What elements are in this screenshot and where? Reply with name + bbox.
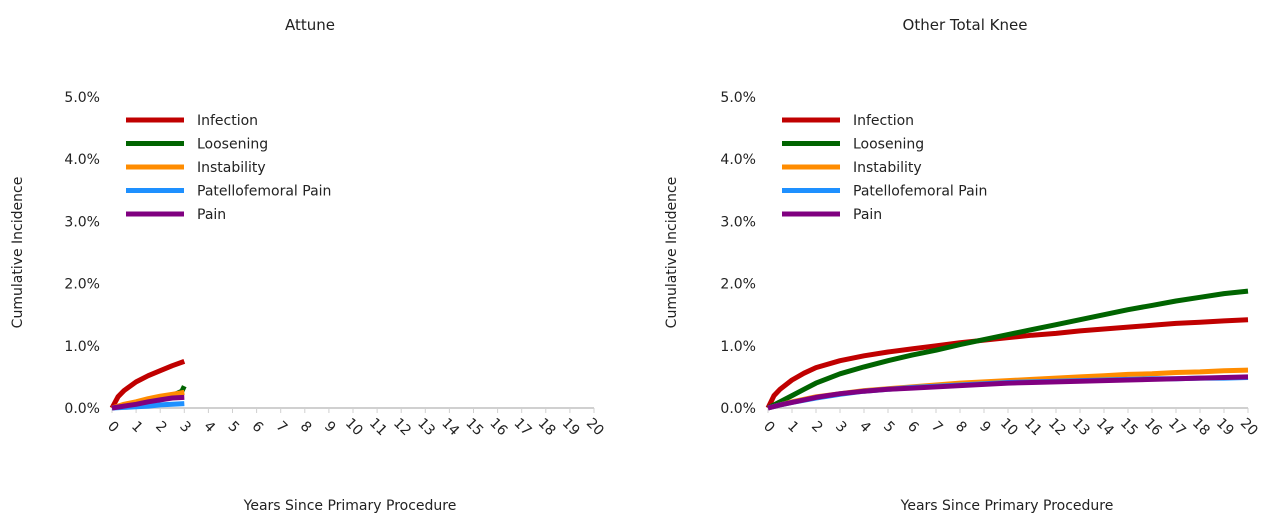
- legend-label: Pain: [853, 207, 882, 223]
- legend-label: Pain: [197, 207, 226, 223]
- y-tick-label: 0.0%: [720, 401, 756, 417]
- x-tick-label: 16: [486, 415, 510, 439]
- x-tick-label: 4: [856, 418, 874, 436]
- x-tick-label: 20: [1237, 415, 1261, 439]
- legend-label: Patellofemoral Pain: [853, 184, 987, 200]
- legend-label: Instability: [197, 160, 266, 176]
- series-line-4: [767, 374, 1249, 411]
- x-tick-label: 2: [808, 418, 826, 436]
- x-tick-label: 17: [1165, 415, 1189, 439]
- legend-label: Loosening: [853, 137, 924, 153]
- x-tick-label: 8: [952, 418, 970, 436]
- x-tick-label: 4: [200, 418, 218, 436]
- x-tick-label: 13: [414, 415, 438, 439]
- legend-label: Loosening: [197, 137, 268, 153]
- y-tick-label: 5.0%: [64, 90, 100, 106]
- y-axis-label: Cumulative Incidence: [10, 177, 26, 329]
- y-tick-label: 5.0%: [720, 90, 756, 106]
- chart-title: Other Total Knee: [903, 16, 1028, 34]
- y-tick-label: 3.0%: [64, 214, 100, 230]
- x-tick-label: 0: [760, 418, 778, 436]
- x-tick-label: 14: [438, 415, 462, 439]
- x-tick-label: 18: [535, 415, 559, 439]
- x-tick-label: 11: [1021, 415, 1045, 439]
- x-tick-label: 7: [273, 418, 291, 436]
- y-tick-label: 1.0%: [720, 339, 756, 355]
- x-tick-label: 6: [249, 418, 267, 436]
- y-axis-label: Cumulative Incidence: [664, 177, 680, 329]
- x-tick-label: 19: [559, 415, 583, 439]
- x-tick-label: 5: [225, 418, 243, 436]
- x-tick-label: 15: [1117, 415, 1141, 439]
- x-tick-label: 2: [152, 418, 170, 436]
- y-tick-label: 2.0%: [64, 277, 100, 293]
- x-tick-label: 7: [928, 418, 946, 436]
- legend-label: Patellofemoral Pain: [197, 184, 331, 200]
- x-tick-label: 14: [1093, 415, 1117, 439]
- x-tick-label: 8: [297, 418, 315, 436]
- legend-label: Infection: [197, 113, 258, 129]
- y-tick-label: 4.0%: [720, 152, 756, 168]
- y-tick-label: 1.0%: [64, 339, 100, 355]
- x-axis-label: Years Since Primary Procedure: [243, 498, 457, 514]
- x-tick-label: 9: [976, 418, 994, 436]
- legend-label: Instability: [853, 160, 922, 176]
- y-tick-label: 0.0%: [64, 401, 100, 417]
- x-tick-label: 3: [176, 418, 194, 436]
- x-tick-label: 5: [880, 418, 898, 436]
- x-tick-label: 12: [1045, 415, 1069, 439]
- x-tick-label: 15: [462, 415, 486, 439]
- x-tick-label: 20: [583, 415, 607, 439]
- x-axis-label: Years Since Primary Procedure: [900, 498, 1114, 514]
- chart-panel-0: Attune Cumulative Incidence Years Since Pr…: [10, 16, 607, 514]
- x-tick-label: 13: [1069, 415, 1093, 439]
- x-tick-label: 3: [832, 418, 850, 436]
- x-tick-label: 12: [390, 415, 414, 439]
- legend-label: Infection: [853, 113, 914, 129]
- series-line-1: [766, 288, 1249, 411]
- chart-title: Attune: [285, 16, 335, 34]
- x-tick-label: 1: [784, 418, 802, 436]
- x-tick-label: 0: [104, 418, 122, 436]
- series-line-0: [109, 359, 186, 410]
- x-tick-label: 19: [1213, 415, 1237, 439]
- y-tick-label: 3.0%: [720, 214, 756, 230]
- x-tick-label: 18: [1189, 415, 1213, 439]
- y-tick-label: 2.0%: [720, 277, 756, 293]
- series-line-4: [111, 394, 185, 411]
- x-tick-label: 6: [904, 418, 922, 436]
- x-tick-label: 1: [128, 418, 146, 436]
- x-tick-label: 9: [321, 418, 339, 436]
- x-tick-label: 10: [342, 415, 366, 439]
- chart-panel-1: Other Total Knee Cumulative Incidence Year…: [664, 16, 1261, 514]
- y-tick-label: 4.0%: [64, 152, 100, 168]
- x-tick-label: 10: [997, 415, 1021, 439]
- x-tick-label: 11: [366, 415, 390, 439]
- x-tick-label: 16: [1141, 415, 1165, 439]
- x-tick-label: 17: [511, 415, 535, 439]
